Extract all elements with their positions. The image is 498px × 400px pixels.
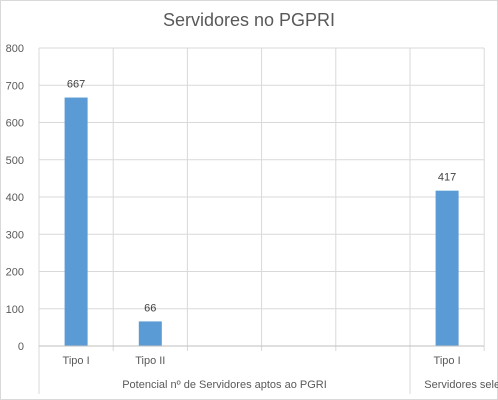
y-tick-label: 0 <box>18 341 24 353</box>
bar <box>435 190 459 346</box>
y-tick-label: 300 <box>6 229 24 241</box>
y-tick-label: 400 <box>6 192 24 204</box>
y-tick-label: 500 <box>6 155 24 167</box>
y-tick-label: 100 <box>6 304 24 316</box>
data-label: 417 <box>438 172 456 184</box>
y-tick-label: 600 <box>6 118 24 130</box>
bar <box>138 321 162 346</box>
group-label: Servidores selecionados <box>424 379 498 391</box>
x-tick-label: Tipo I <box>63 355 90 367</box>
y-tick-label: 200 <box>6 267 24 279</box>
group-label: Potencial nº de Servidores aptos ao PGRI <box>122 379 327 391</box>
data-label: 667 <box>67 79 85 91</box>
data-label: 66 <box>144 302 156 314</box>
chart-title: Servidores no PGPRI <box>162 10 336 30</box>
x-tick-label: Tipo II <box>135 355 165 367</box>
y-tick-label: 700 <box>6 80 24 92</box>
x-tick-label: Tipo I <box>434 355 461 367</box>
bar <box>64 97 88 346</box>
y-tick-label: 800 <box>6 43 24 55</box>
